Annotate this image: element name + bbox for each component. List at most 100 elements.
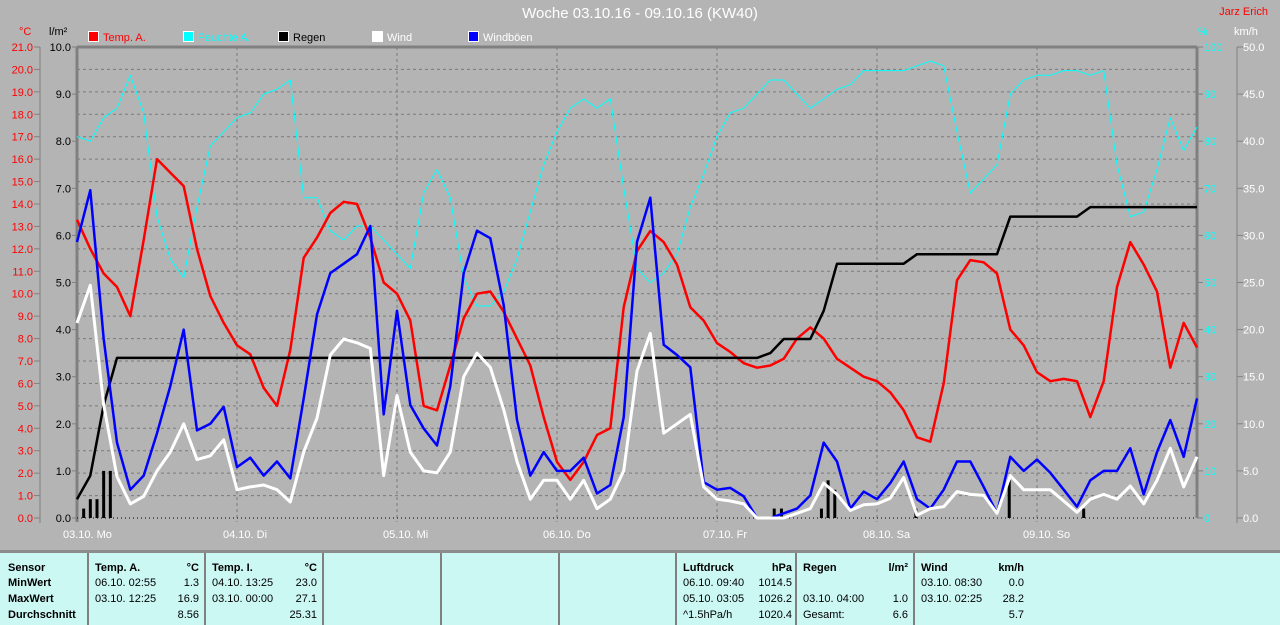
avg-value: 25.31 — [289, 609, 317, 621]
max-value: 27.1 — [295, 593, 317, 605]
humidity-tick-label: 100 — [1204, 42, 1222, 54]
min-time: 06.10. 02:55 — [95, 577, 157, 589]
x-tick-label: 07.10. Fr — [703, 529, 747, 541]
temp-tick-label: 13.0 — [12, 221, 33, 233]
x-tick-label: 08.10. Sa — [863, 529, 911, 541]
plot-area — [77, 47, 1197, 518]
rain-bar — [772, 508, 776, 518]
legend-swatch — [183, 31, 194, 42]
legend-swatch — [88, 31, 99, 42]
total-label: Gesamt: — [803, 609, 845, 621]
legend-wind: Wind — [372, 31, 412, 44]
legend-swatch — [468, 31, 479, 42]
col-unit: hPa — [771, 562, 792, 574]
x-tick-label: 09.10. So — [1023, 529, 1070, 541]
max-time: 03.10. 12:25 — [95, 593, 157, 605]
max-time: 03.10. 00:00 — [212, 593, 274, 605]
wind-tick-label: 40.0 — [1243, 136, 1264, 148]
rain-bar — [88, 499, 92, 518]
rain-tick-label: 1.0 — [56, 466, 71, 478]
legend-label: Wind — [387, 32, 413, 44]
row-label-avg: Durchschnitt — [8, 609, 76, 621]
rain-tick-label: 8.0 — [56, 136, 71, 148]
avg-value: 1020.4 — [758, 609, 792, 621]
rain-bar — [1082, 508, 1086, 518]
rain-bar — [833, 489, 837, 518]
temp-tick-label: 2.0 — [18, 468, 33, 480]
series-line-gusts — [75, 188, 1199, 520]
wind-tick-label: 0.0 — [1243, 513, 1258, 525]
humidity-tick-label: 90 — [1204, 89, 1216, 101]
max-time: 03.10. 02:25 — [921, 593, 983, 605]
wind-tick-label: 35.0 — [1243, 183, 1264, 195]
temp-tick-label: 21.0 — [12, 42, 33, 54]
col-empty — [322, 553, 441, 625]
temp-tick-label: 19.0 — [12, 87, 33, 99]
rain-tick-label: 0.0 — [56, 513, 71, 525]
max-value: 16.9 — [177, 593, 199, 605]
rain-tick-label: 9.0 — [56, 89, 71, 101]
col-rain: Regen l/m² 03.10. 04:00 1.0 Gesamt: 6.6 — [795, 553, 914, 625]
wind-tick-label: 50.0 — [1243, 42, 1264, 54]
humidity-tick-label: 50 — [1204, 278, 1216, 290]
legend-label: Regen — [293, 32, 326, 44]
legend-rain: Regen — [278, 31, 325, 44]
col-unit: °C — [304, 562, 317, 574]
temp-tick-label: 18.0 — [12, 109, 33, 121]
col-pressure: Luftdruck hPa 06.10. 09:40 1014.5 05.10.… — [675, 553, 796, 625]
temp-tick-label: 17.0 — [12, 132, 33, 144]
col-empty — [440, 553, 559, 625]
rain-tick-label: 4.0 — [56, 325, 71, 337]
min-value: 23.0 — [295, 577, 317, 589]
temp-tick-label: 16.0 — [12, 154, 33, 166]
legend-gusts: Windböen — [468, 31, 533, 44]
min-value: 0.0 — [1008, 577, 1024, 589]
rain-bar — [82, 508, 86, 518]
humidity-tick-label: 40 — [1204, 325, 1216, 337]
wind-tick-label: 25.0 — [1243, 278, 1264, 290]
x-tick-label: 06.10. Do — [543, 529, 591, 541]
legend-humidity: Feuchte A. — [183, 31, 251, 44]
rain-unit: l/m² — [49, 26, 68, 38]
wind-unit: km/h — [1234, 26, 1258, 38]
rain-tick-label: 5.0 — [56, 278, 71, 290]
wind-tick-label: 10.0 — [1243, 419, 1264, 431]
total-value: 6.6 — [892, 609, 908, 621]
rain-bar — [95, 499, 99, 518]
avg-value: 5.7 — [1008, 609, 1024, 621]
legend-label: Temp. A. — [103, 32, 146, 44]
legend-swatch — [278, 31, 289, 42]
temp-tick-label: 12.0 — [12, 244, 33, 256]
temp-tick-label: 11.0 — [12, 266, 33, 278]
col-unit: °C — [186, 562, 199, 574]
humidity-tick-label: 20 — [1204, 419, 1216, 431]
wind-tick-label: 5.0 — [1243, 466, 1258, 478]
series-line-humidity — [76, 60, 1198, 307]
min-value: 1014.5 — [758, 577, 792, 589]
rain-bar — [1007, 480, 1011, 518]
col-wind: Wind km/h 03.10. 08:30 0.0 03.10. 02:25 … — [913, 553, 1030, 625]
max-value: 1.0 — [892, 593, 908, 605]
rain-bar — [819, 508, 823, 518]
humidity-tick-label: 0 — [1204, 513, 1210, 525]
wind-tick-label: 20.0 — [1243, 325, 1264, 337]
rain-tick-label: 2.0 — [56, 419, 71, 431]
col-title: Temp. A. — [95, 562, 141, 574]
trend-value: ^1.5hPa/h — [683, 609, 733, 621]
author-label: Jarz Erich — [1219, 6, 1268, 18]
col-temp-a: Temp. A. °C 06.10. 02:55 1.3 03.10. 12:2… — [87, 553, 205, 625]
col-title: Wind — [921, 562, 948, 574]
row-label-max: MaxWert — [8, 593, 54, 605]
temp-tick-label: 9.0 — [18, 311, 33, 323]
temp-tick-label: 8.0 — [18, 334, 33, 346]
temp-tick-label: 20.0 — [12, 64, 33, 76]
temp-tick-label: 4.0 — [18, 423, 33, 435]
wind-tick-label: 45.0 — [1243, 89, 1264, 101]
col-empty — [558, 553, 676, 625]
temp-tick-label: 0.0 — [18, 513, 33, 525]
temp-tick-label: 15.0 — [12, 177, 33, 189]
legend-temp: Temp. A. — [88, 31, 146, 44]
avg-value: 8.56 — [177, 609, 199, 621]
rain-bar — [826, 480, 830, 518]
col-title: Luftdruck — [683, 562, 734, 574]
